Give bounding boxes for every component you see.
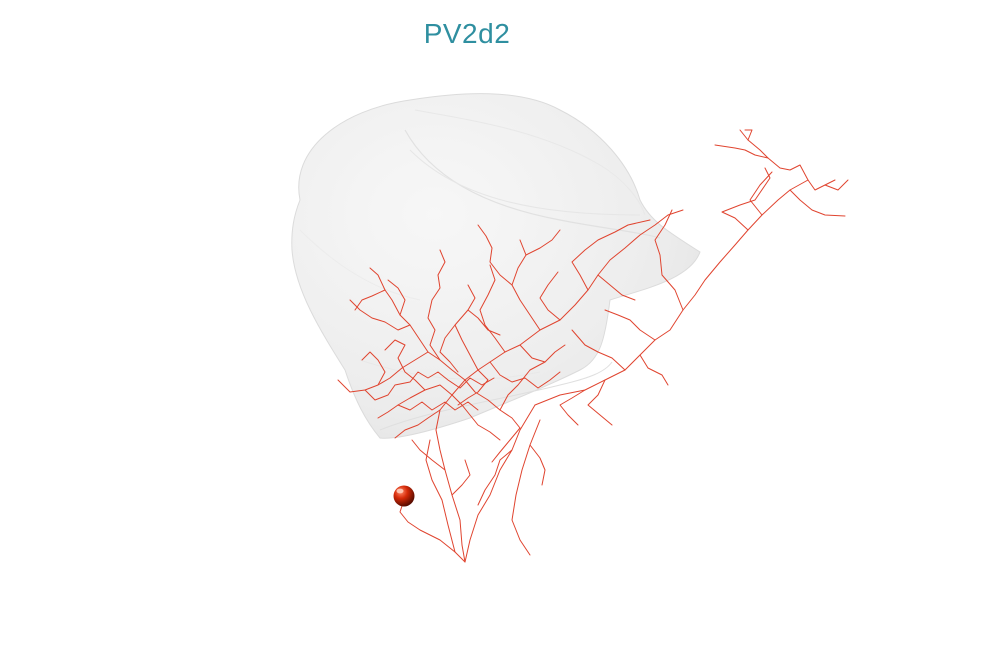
neuron-arbor — [337, 129, 849, 563]
long-branch — [587, 379, 613, 426]
long-branch — [721, 167, 771, 231]
long-branch — [749, 171, 773, 216]
long-branch — [639, 354, 669, 386]
dendrite — [597, 274, 636, 301]
dendrite — [477, 224, 513, 286]
axon-trunk — [399, 502, 466, 563]
long-branch — [654, 209, 684, 311]
dendrite — [571, 219, 651, 291]
long-branch — [744, 129, 753, 141]
dendrite — [361, 351, 386, 386]
dendrite — [464, 379, 521, 429]
long-branch — [559, 389, 586, 426]
dendrite — [397, 401, 479, 411]
dendrite — [354, 289, 386, 311]
long-branch — [714, 144, 769, 159]
long-branch — [789, 189, 846, 217]
figure-title: PV2d2 — [423, 18, 511, 49]
dendrite — [411, 439, 446, 471]
dendrite — [499, 361, 546, 411]
red-sphere-icon[interactable] — [393, 485, 415, 507]
dendrite — [377, 384, 453, 419]
region-volume — [291, 93, 701, 439]
dendrite — [477, 449, 513, 506]
dendrite — [439, 324, 459, 373]
dendrite — [467, 309, 501, 336]
dendrite — [364, 371, 495, 401]
dendrite — [387, 279, 406, 316]
dendrite — [394, 409, 441, 439]
dendrite — [529, 444, 546, 486]
long-branch — [739, 129, 809, 181]
long-branch — [824, 179, 849, 191]
dendrite — [384, 339, 426, 391]
long-branch — [571, 329, 626, 371]
trunk-branch — [464, 404, 536, 563]
dendrite — [539, 271, 561, 321]
long-branch — [534, 179, 836, 406]
trunk-branch — [425, 439, 456, 553]
dendrite — [349, 299, 411, 331]
dendrite — [525, 229, 561, 256]
dendrite — [451, 459, 471, 496]
dendrite — [437, 249, 446, 276]
dendrite — [427, 274, 441, 361]
dendrite — [489, 361, 561, 389]
dendrite — [491, 427, 521, 463]
dendrite — [337, 351, 429, 393]
dendrite — [479, 264, 506, 353]
dendrite — [457, 369, 489, 406]
long-branch — [604, 309, 656, 341]
